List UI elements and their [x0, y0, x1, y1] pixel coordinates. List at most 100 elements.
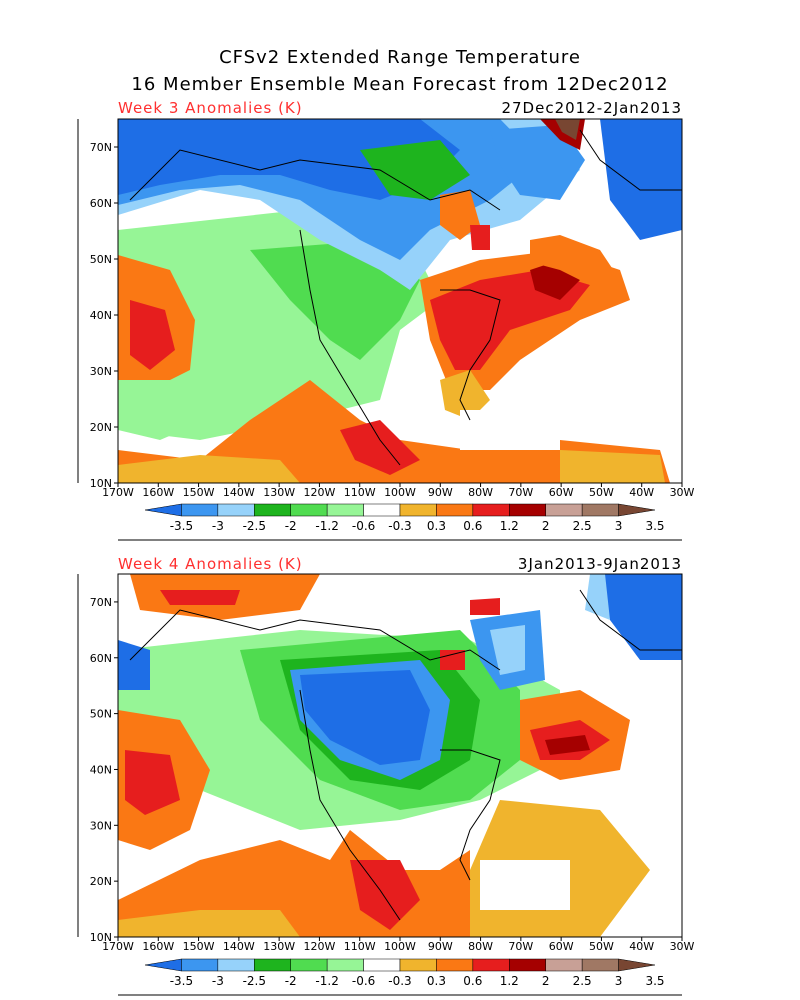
lat-label: 40N	[90, 309, 112, 322]
coastline-west	[299, 689, 401, 921]
colorbar-swatch	[181, 503, 219, 517]
week4-axes: 10N 20N 30N 40N 50N 60N 70N 170W 160W 150W 140W 130…	[90, 596, 695, 953]
colorbar-swatch	[326, 503, 364, 517]
lon-label: 140W	[223, 486, 255, 499]
lon-label: 120W	[303, 940, 335, 953]
lat-label: 40N	[90, 763, 112, 776]
lon-label: 60W	[549, 940, 574, 953]
lat-label: 70N	[90, 596, 112, 609]
colorbar-swatch	[217, 958, 255, 972]
colorbar-swatch	[581, 503, 619, 517]
lon-label: 70W	[508, 486, 533, 499]
colorbar-label: 1.2	[500, 974, 519, 988]
colorbar-swatch	[326, 958, 364, 972]
colorbar-label: -2	[285, 519, 297, 533]
coastline-east	[440, 289, 501, 421]
lat-label: 30N	[90, 819, 112, 832]
main-title-line-1: CFSv2 Extended Range Temperature	[219, 47, 581, 68]
greenland-coast	[579, 129, 682, 191]
lon-label: 70W	[508, 940, 533, 953]
colorbar-swatch	[254, 503, 291, 517]
colorbar-label: -3	[212, 519, 224, 533]
lon-label: 170W	[102, 486, 134, 499]
colorbar-swatch	[472, 958, 510, 972]
lat-label: 50N	[90, 708, 112, 721]
colorbar-swatch	[618, 958, 656, 972]
colorbar-swatch	[545, 958, 583, 972]
lon-label: 30W	[670, 940, 695, 953]
colorbar-label: 3	[615, 974, 623, 988]
colorbar-label: -0.3	[388, 519, 411, 533]
lon-label: 130W	[263, 940, 295, 953]
cold-blue-strong	[118, 119, 460, 200]
colorbar-label: 2.5	[573, 974, 592, 988]
colorbar-swatch	[363, 958, 401, 972]
colorbar-label: -2.5	[243, 519, 266, 533]
lon-label: 170W	[102, 940, 134, 953]
lon-label: 80W	[468, 940, 493, 953]
coastline-north	[129, 149, 501, 211]
colorbar-swatch	[181, 958, 219, 972]
mexico-warm	[118, 380, 670, 483]
coastline-east	[440, 749, 501, 881]
colorbar-swatch	[436, 958, 474, 972]
colorbar-swatch	[399, 503, 437, 517]
lat-label: 50N	[90, 253, 112, 266]
lon-label: 90W	[428, 486, 453, 499]
lat-label: 20N	[90, 875, 112, 888]
colorbar-label: -2	[285, 974, 297, 988]
lon-label: 80W	[468, 486, 493, 499]
lon-label: 40W	[629, 940, 654, 953]
lon-label: 150W	[183, 940, 215, 953]
lon-label: 40W	[629, 486, 654, 499]
colorbar-label: -0.6	[352, 974, 375, 988]
colorbar-swatch	[436, 503, 474, 517]
central-canada-cold	[300, 670, 430, 765]
cold-green-band	[360, 140, 470, 200]
colorbar-label: 0.3	[427, 974, 446, 988]
week4-colorbar: -3.5 -3 -2.5 -2 -1.2 -0.6 -0.3 0.3 0.6 1.2 2 2.5 3 3.…	[144, 958, 665, 988]
colorbar-swatch	[581, 958, 619, 972]
lon-label: 120W	[303, 486, 335, 499]
week3-colorbar: -3.5 -3 -2.5 -2 -1.2 -0.6 -0.3 0.3 0.6 1.2 2 2.5 3 3.…	[144, 503, 665, 533]
colorbar-label: -3.5	[170, 974, 193, 988]
lat-label: 10N	[90, 477, 112, 490]
colorbar-label: -0.3	[388, 974, 411, 988]
colorbar-swatch	[472, 503, 510, 517]
lon-label: 60W	[549, 486, 574, 499]
colorbar-swatch	[509, 958, 546, 972]
colorbar-label: 3.5	[645, 519, 664, 533]
lat-label: 30N	[90, 365, 112, 378]
colorbar-swatch	[254, 958, 291, 972]
colorbar-swatch	[217, 503, 255, 517]
greenland-cold	[600, 574, 682, 660]
lon-label: 150W	[183, 486, 215, 499]
colorbar-swatch	[144, 958, 182, 972]
week4-date-range: 3Jan2013-9Jan2013	[517, 555, 682, 573]
lon-label: 140W	[223, 940, 255, 953]
lon-label: 50W	[589, 486, 614, 499]
lat-label: 60N	[90, 652, 112, 665]
week3-date-range: 27Dec2012-2Jan2013	[501, 99, 682, 117]
main-title-line-2: 16 Member Ensemble Mean Forecast from 12…	[131, 74, 669, 95]
colorbar-label: -1.2	[315, 519, 338, 533]
colorbar-swatch	[509, 503, 546, 517]
colorbar-label: -3	[212, 974, 224, 988]
week4-map	[118, 574, 682, 937]
week4-label: Week 4 Anomalies (K)	[118, 555, 303, 573]
colorbar-label: 0.6	[463, 974, 482, 988]
lon-label: 100W	[384, 940, 416, 953]
lon-label: 50W	[589, 940, 614, 953]
lat-label: 10N	[90, 931, 112, 944]
lon-label: 30W	[670, 486, 695, 499]
lon-label: 110W	[344, 486, 376, 499]
colorbar-label: 2.5	[573, 519, 592, 533]
colorbar-swatch	[290, 958, 328, 972]
colorbar-label: 2	[542, 519, 550, 533]
lon-label: 160W	[142, 940, 174, 953]
green-field	[250, 240, 420, 360]
colorbar-label: 0.6	[463, 519, 482, 533]
colorbar-swatch	[399, 958, 437, 972]
colorbar-swatch	[363, 503, 401, 517]
colorbar-label: -0.6	[352, 519, 375, 533]
